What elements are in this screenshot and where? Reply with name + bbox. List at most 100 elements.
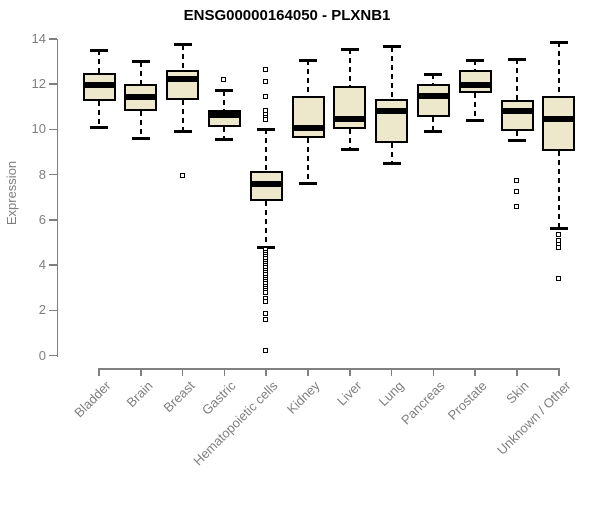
median-line: [500, 108, 534, 115]
whisker-cap-top: [424, 72, 443, 76]
whisker-cap-bottom: [549, 227, 568, 231]
median-line: [249, 180, 283, 187]
whisker-upper: [98, 50, 100, 73]
x-tick: [223, 368, 226, 376]
y-tick-label: 12: [31, 76, 46, 92]
outlier-point: [263, 299, 269, 305]
x-tick: [265, 368, 267, 376]
y-tick: [49, 264, 57, 266]
whisker-upper: [390, 46, 393, 99]
x-tick: [140, 368, 142, 376]
whisker-lower: [348, 129, 351, 150]
y-tick: [49, 128, 57, 131]
median-line: [542, 116, 576, 123]
whisker-cap-bottom: [90, 125, 108, 129]
x-tick: [349, 368, 351, 376]
box: [542, 95, 576, 151]
y-tick: [49, 219, 57, 221]
outlier-point: [514, 204, 519, 210]
outlier-point: [263, 317, 269, 323]
whisker-cap-top: [299, 58, 317, 62]
outlier-point: [514, 188, 519, 194]
whisker-cap-bottom: [466, 118, 485, 122]
whisker-upper: [557, 42, 560, 96]
whisker-cap-top: [382, 45, 401, 49]
outlier-point: [555, 275, 561, 281]
whisker-cap-bottom: [215, 138, 234, 142]
whisker-cap-top: [215, 89, 234, 93]
y-tick-label: 6: [38, 211, 46, 227]
y-tick: [49, 83, 57, 85]
outlier-point: [263, 66, 269, 72]
whisker-upper: [223, 90, 226, 111]
outlier-point: [555, 231, 561, 237]
outlier-point: [179, 172, 185, 178]
outlier-point: [555, 245, 561, 251]
whisker-cap-bottom: [131, 136, 150, 140]
whisker-lower: [139, 111, 142, 139]
whisker-upper: [181, 44, 184, 70]
x-tick: [432, 368, 435, 376]
y-tick: [49, 38, 57, 40]
whisker-cap-bottom: [424, 130, 443, 134]
whisker-lower: [474, 93, 477, 121]
whisker-lower: [307, 138, 309, 184]
whisker-upper: [348, 49, 351, 87]
whisker-lower: [98, 101, 100, 128]
median-line: [124, 93, 158, 100]
whisker-cap-bottom: [299, 182, 317, 186]
whisker-cap-bottom: [382, 161, 401, 165]
box: [416, 84, 450, 117]
whisker-cap-bottom: [508, 139, 526, 143]
whisker-cap-top: [90, 48, 108, 52]
box: [500, 100, 534, 131]
median-line: [291, 125, 325, 132]
whisker-lower: [390, 142, 393, 164]
outlier-point: [221, 76, 227, 82]
chart-title: ENSG00000164050 - PLXNB1: [183, 7, 391, 24]
x-tick: [181, 368, 184, 376]
x-axis-line: [99, 368, 560, 370]
whisker-cap-top: [549, 40, 568, 44]
y-tick-label: 14: [31, 31, 46, 46]
y-tick-label: 4: [38, 257, 46, 273]
outlier-point: [263, 117, 269, 123]
outlier-point: [263, 290, 269, 296]
whisker-lower: [557, 150, 560, 229]
whisker-cap-top: [466, 58, 485, 62]
whisker-upper: [432, 74, 435, 85]
whisker-cap-top: [340, 47, 359, 51]
y-tick: [49, 173, 57, 176]
outlier-point: [263, 310, 269, 316]
whisker-lower: [432, 116, 435, 132]
whisker-lower: [223, 127, 226, 140]
box: [166, 69, 200, 101]
outlier-point: [263, 347, 269, 353]
x-tick: [307, 368, 309, 376]
whisker-cap-top: [173, 43, 192, 47]
y-tick: [49, 354, 57, 357]
median-line: [333, 116, 367, 123]
median-line: [166, 75, 200, 82]
whisker-lower: [516, 130, 518, 141]
y-tick: [49, 309, 57, 312]
whisker-cap-top: [508, 57, 526, 61]
x-tick: [558, 368, 560, 376]
y-tick-label: 2: [38, 302, 46, 318]
whisker-cap-bottom: [173, 130, 192, 134]
whisker-upper: [139, 61, 142, 85]
whisker-lower: [181, 100, 184, 132]
y-axis-title: Expression: [4, 160, 19, 226]
outlier-point: [263, 93, 269, 99]
outlier-point: [514, 178, 519, 184]
y-tick-label: 10: [31, 121, 46, 137]
x-tick: [474, 368, 476, 376]
median-line: [207, 111, 241, 118]
box: [375, 98, 409, 143]
whisker-cap-top: [131, 60, 150, 64]
x-tick: [390, 368, 393, 376]
outlier-point: [263, 78, 269, 84]
x-tick: [98, 368, 100, 376]
whisker-upper: [307, 60, 309, 96]
whisker-upper: [265, 129, 268, 172]
